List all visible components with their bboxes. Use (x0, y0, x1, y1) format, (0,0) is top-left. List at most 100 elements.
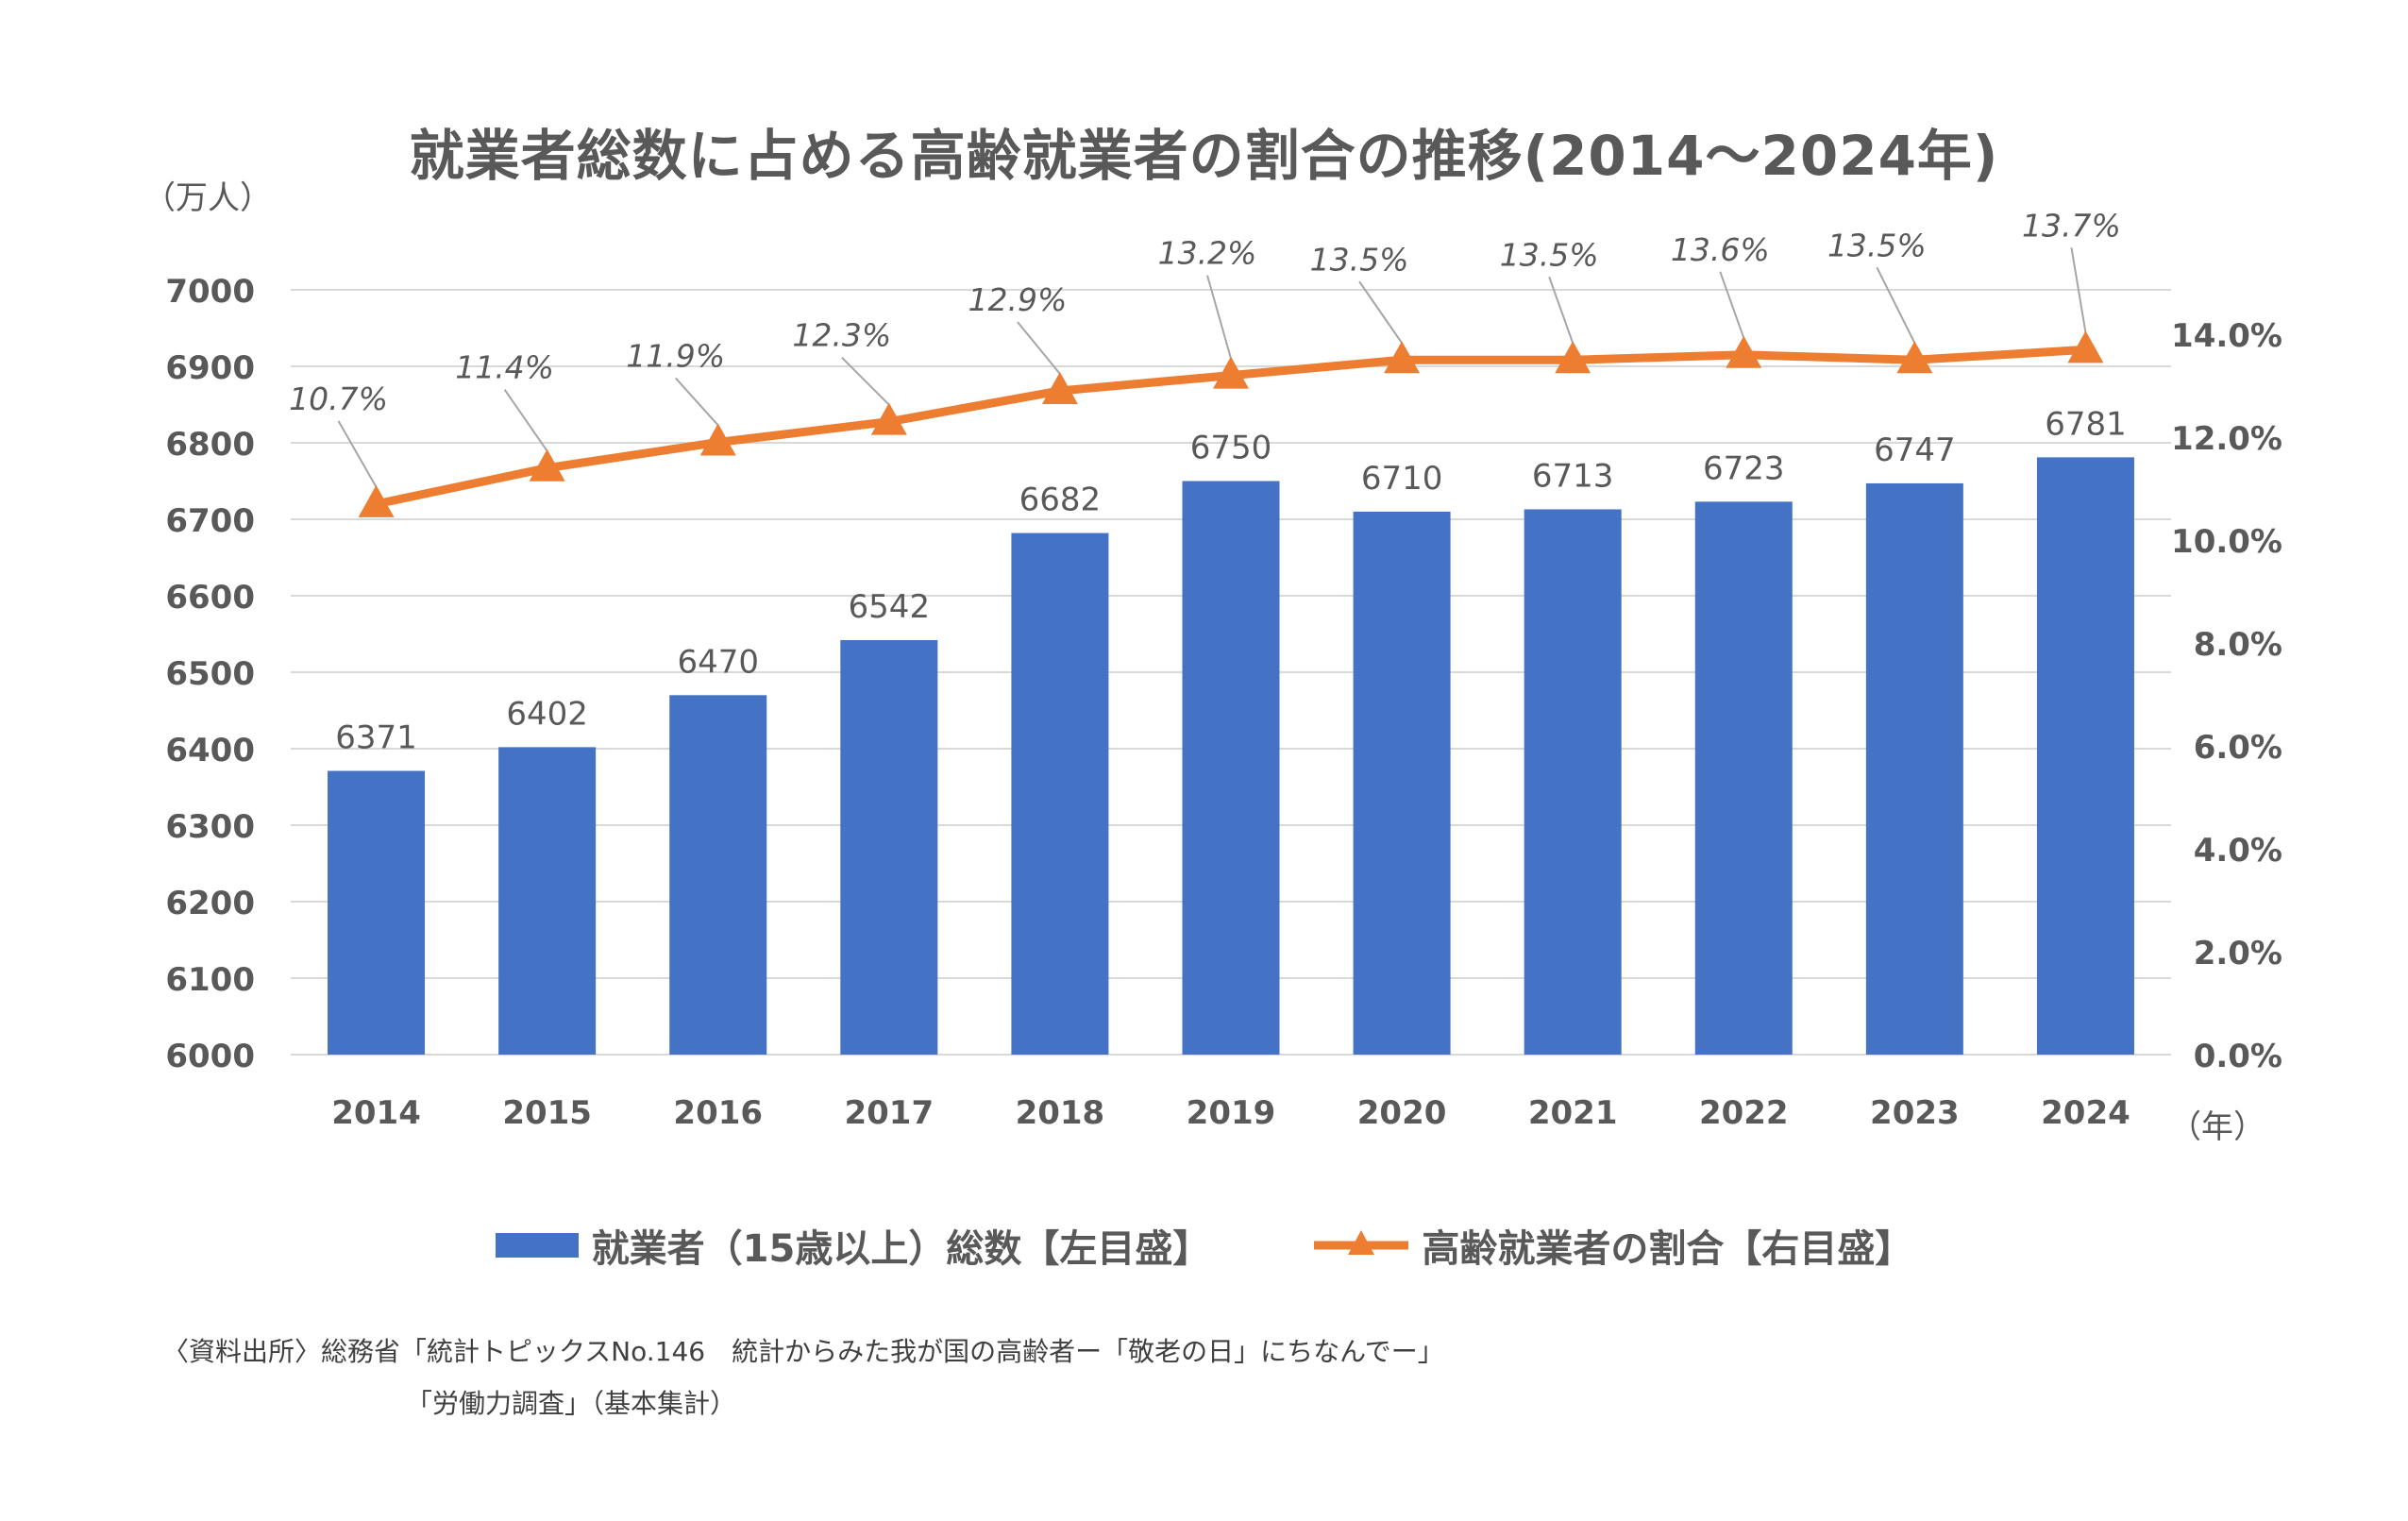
bar (328, 770, 426, 1055)
line-value-label: 13.2% (1158, 235, 1257, 272)
line-marker (1896, 341, 1933, 374)
line-marker (1041, 371, 1078, 404)
bar (1011, 532, 1109, 1055)
line-value-label: 13.5% (1500, 236, 1599, 273)
y-left-tick-label: 6700 (165, 502, 255, 540)
line-value-label: 13.7% (2022, 207, 2121, 244)
y-right-tick-label: 12.0% (2171, 420, 2282, 458)
bar (498, 747, 597, 1055)
x-tick-label: 2022 (1699, 1094, 1789, 1132)
x-tick-label: 2019 (1187, 1094, 1276, 1132)
left-axis-unit: （万人） (143, 179, 272, 217)
line-marker (699, 423, 736, 456)
legend: 就業者（15歳以上）総数【左目盛】 高齢就業者の割合【右目盛】 (0, 1218, 2408, 1273)
legend-bar-swatch (495, 1233, 579, 1258)
line-marker (529, 448, 565, 482)
y-right-tick-label: 10.0% (2171, 523, 2282, 561)
bar-value-label: 6781 (2045, 405, 2127, 443)
x-tick-label: 2023 (1870, 1094, 1960, 1132)
line-value-label: 11.9% (626, 337, 725, 374)
y-left-tick-label: 6600 (165, 579, 255, 617)
leader-line (1719, 271, 1745, 339)
source-line-2: 「労働力調査」（基本集計） (406, 1388, 737, 1419)
y-left-tick-label: 7000 (165, 273, 255, 311)
y-right-tick-label: 4.0% (2194, 832, 2282, 870)
leader-line (1358, 280, 1403, 344)
y-left-tick-label: 6200 (165, 885, 255, 922)
line-value-label: 13.5% (1310, 241, 1409, 278)
y-right-tick-label: 14.0% (2171, 317, 2282, 355)
line-marker (870, 402, 907, 435)
bar-value-label: 6723 (1703, 449, 1785, 487)
bar (669, 695, 767, 1055)
leader-line (337, 420, 378, 488)
y-left-tick-label: 6100 (165, 961, 255, 999)
x-tick-label: 2015 (502, 1094, 592, 1132)
bar (1182, 481, 1280, 1055)
legend-bar-label: 就業者（15歳以上）総数【左目盛】 (591, 1227, 1211, 1271)
bar-value-label: 6747 (1874, 431, 1956, 469)
source-line-1: 〈資料出所〉総務省「統計トピックスNo.146 統計からみた我が国の高齢者ー「敬… (162, 1336, 1444, 1367)
data-labels: 6371 6402 6470 6542 6682 6750 6710 6713 6723 6747… (289, 207, 2127, 756)
leader-line (1548, 276, 1574, 344)
y-right-tick-label: 0.0% (2194, 1038, 2282, 1075)
bar (1865, 482, 1963, 1055)
line-marker (1555, 341, 1591, 374)
bar (840, 639, 938, 1055)
leader-lines (337, 247, 2087, 488)
leader-line (2070, 247, 2087, 333)
leader-line (841, 356, 890, 406)
bar-value-label: 6682 (1019, 482, 1102, 519)
legend-line-swatch (1314, 1230, 1409, 1255)
bar (1694, 501, 1793, 1055)
line-marker (1213, 356, 1249, 389)
line-series (358, 330, 2104, 517)
bar (1353, 511, 1451, 1055)
x-tick-label: 2024 (2041, 1094, 2130, 1132)
x-tick-label: 2021 (1528, 1094, 1618, 1132)
y-left-tick-label: 6800 (165, 426, 255, 464)
x-tick-label: 2014 (331, 1094, 421, 1132)
y-right-tick-label: 2.0% (2194, 935, 2282, 972)
line-marker (358, 484, 395, 517)
line-value-label: 13.6% (1671, 231, 1770, 268)
y-left-tick-label: 6400 (165, 732, 255, 769)
line-value-label: 11.4% (455, 349, 554, 386)
x-axis-unit: （年） (2169, 1108, 2265, 1146)
axis-labels: 6000 6100 6200 6300 6400 6500 6600 6700 6800 6900… (165, 273, 2282, 1132)
y-left-tick-label: 6000 (165, 1038, 255, 1075)
line-marker (1726, 335, 1762, 368)
y-right-tick-label: 8.0% (2194, 626, 2282, 664)
y-left-tick-label: 6300 (165, 808, 255, 846)
line-value-label: 12.3% (792, 317, 891, 354)
bar (2036, 457, 2134, 1055)
line-marker (2067, 330, 2104, 363)
leader-line (1206, 275, 1232, 359)
x-tick-label: 2016 (673, 1094, 763, 1132)
legend-item-bar: 就業者（15歳以上）総数【左目盛】 (495, 1218, 1211, 1273)
chart-title: 就業者総数に占める高齢就業者の割合の推移(2014～2024年) (409, 124, 1999, 188)
line-value-label: 12.9% (968, 281, 1067, 318)
bar-value-label: 6402 (506, 695, 588, 733)
legend-line-label: 高齢就業者の割合【右目盛】 (1422, 1227, 1913, 1271)
y-left-tick-label: 6900 (165, 349, 255, 387)
x-tick-label: 2018 (1016, 1094, 1105, 1132)
line-value-label: 10.7% (289, 380, 388, 417)
bar-value-label: 6542 (849, 588, 931, 626)
legend-item-line: 高齢就業者の割合【右目盛】 (1314, 1218, 1912, 1273)
bar-value-label: 6470 (677, 643, 759, 681)
x-tick-label: 2020 (1357, 1094, 1447, 1132)
bar-value-label: 6750 (1190, 430, 1272, 467)
y-left-tick-label: 6500 (165, 655, 255, 693)
bar-value-label: 6710 (1361, 460, 1443, 498)
leader-line (674, 377, 719, 427)
line-marker (1384, 341, 1421, 374)
bar-value-label: 6713 (1532, 457, 1614, 495)
bar-value-label: 6371 (335, 718, 417, 756)
line-value-label: 13.5% (1827, 227, 1927, 263)
bar (1524, 509, 1622, 1055)
x-tick-label: 2017 (844, 1094, 934, 1132)
leader-line (1017, 321, 1061, 375)
y-right-tick-label: 6.0% (2194, 729, 2282, 767)
